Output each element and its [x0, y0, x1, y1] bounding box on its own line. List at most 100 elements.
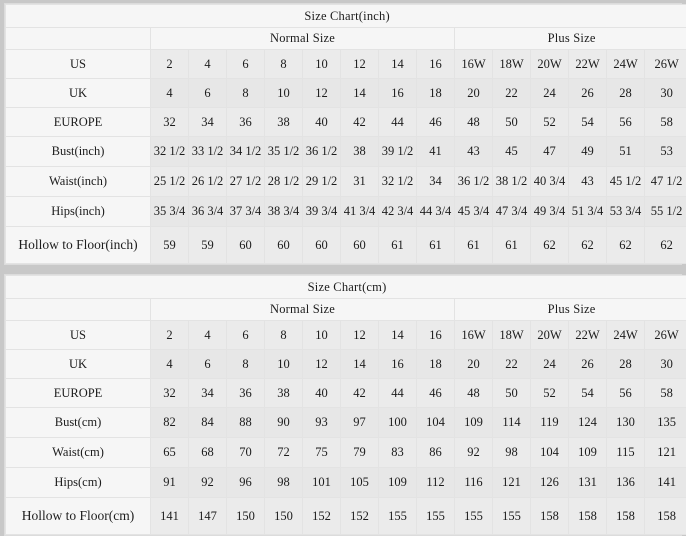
cell: 91	[151, 468, 189, 498]
cell: 60	[227, 227, 265, 264]
chart-title: Size Chart(cm)	[6, 276, 686, 299]
table-row-hollow-to-floor: Hollow to Floor(inch) 59 59 60 60 60 60 …	[6, 227, 686, 264]
cell: 141	[151, 498, 189, 535]
cell: 42	[341, 379, 379, 408]
group-header-normal-size: Normal Size	[151, 299, 455, 321]
row-label-waist: Waist(cm)	[6, 438, 151, 468]
size-chart-cm: Size Chart(cm) Normal Size Plus Size US …	[4, 274, 682, 536]
cell: 150	[265, 498, 303, 535]
row-label-hollow-to-floor: Hollow to Floor(inch)	[6, 227, 151, 264]
cell: 121	[645, 438, 686, 468]
cell: 34 1/2	[227, 137, 265, 167]
cell: 12	[303, 350, 341, 379]
cell: 54	[569, 379, 607, 408]
cell: 59	[151, 227, 189, 264]
cell: 8	[227, 79, 265, 108]
cell: 40	[303, 108, 341, 137]
cell: 51	[607, 137, 645, 167]
table-row-bust: Bust(inch) 32 1/2 33 1/2 34 1/2 35 1/2 3…	[6, 137, 686, 167]
cell: 141	[645, 468, 686, 498]
cell: 158	[645, 498, 686, 535]
cell: 92	[455, 438, 493, 468]
table-row-hips: Hips(cm) 91 92 96 98 101 105 109 112 116…	[6, 468, 686, 498]
cell: 8	[265, 321, 303, 350]
cell: 20W	[531, 50, 569, 79]
cell: 136	[607, 468, 645, 498]
cell: 46	[417, 379, 455, 408]
table-row-waist: Waist(inch) 25 1/2 26 1/2 27 1/2 28 1/2 …	[6, 167, 686, 197]
cell: 26W	[645, 321, 686, 350]
cell: 38	[265, 379, 303, 408]
cell: 38	[265, 108, 303, 137]
cell: 22W	[569, 50, 607, 79]
cell: 14	[341, 350, 379, 379]
cell: 20W	[531, 321, 569, 350]
cell: 16	[417, 50, 455, 79]
cell: 105	[341, 468, 379, 498]
cell: 18W	[493, 50, 531, 79]
cell: 55 1/2	[645, 197, 686, 227]
group-header-corner	[6, 299, 151, 321]
table-row-waist: Waist(cm) 65 68 70 72 75 79 83 86 92 98 …	[6, 438, 686, 468]
cell: 32 1/2	[151, 137, 189, 167]
cell: 36 1/2	[455, 167, 493, 197]
table-row-us: US 2 4 6 8 10 12 14 16 16W 18W 20W 22W 2…	[6, 50, 686, 79]
group-header-corner	[6, 28, 151, 50]
cell: 49 3/4	[531, 197, 569, 227]
cell: 44 3/4	[417, 197, 455, 227]
cell: 32 1/2	[379, 167, 417, 197]
cell: 32	[151, 379, 189, 408]
cell: 20	[455, 350, 493, 379]
cell: 34	[417, 167, 455, 197]
cell: 10	[303, 321, 341, 350]
cell: 39 1/2	[379, 137, 417, 167]
cell: 43	[455, 137, 493, 167]
cell: 16	[379, 79, 417, 108]
cell: 37 3/4	[227, 197, 265, 227]
cell: 82	[151, 408, 189, 438]
cell: 24	[531, 79, 569, 108]
cell: 12	[341, 50, 379, 79]
cell: 38 1/2	[493, 167, 531, 197]
cell: 28	[607, 79, 645, 108]
cell: 62	[607, 227, 645, 264]
cell: 28 1/2	[265, 167, 303, 197]
cell: 12	[303, 79, 341, 108]
cell: 59	[189, 227, 227, 264]
cell: 60	[303, 227, 341, 264]
row-label-hips: Hips(cm)	[6, 468, 151, 498]
cell: 41	[417, 137, 455, 167]
cell: 88	[227, 408, 265, 438]
cell: 61	[455, 227, 493, 264]
cell: 25 1/2	[151, 167, 189, 197]
table-row-us: US 2 4 6 8 10 12 14 16 16W 18W 20W 22W 2…	[6, 321, 686, 350]
cell: 30	[645, 79, 686, 108]
cell: 48	[455, 108, 493, 137]
cell: 6	[189, 79, 227, 108]
table-row-uk: UK 4 6 8 10 12 14 16 18 20 22 24 26 28 3…	[6, 79, 686, 108]
cell: 135	[645, 408, 686, 438]
cell: 43	[569, 167, 607, 197]
cell: 152	[341, 498, 379, 535]
cell: 101	[303, 468, 341, 498]
cell: 93	[303, 408, 341, 438]
cell: 109	[569, 438, 607, 468]
cell: 130	[607, 408, 645, 438]
cell: 26	[569, 79, 607, 108]
cell: 155	[379, 498, 417, 535]
cell: 4	[151, 79, 189, 108]
row-label-europe: EUROPE	[6, 108, 151, 137]
cell: 68	[189, 438, 227, 468]
cell: 86	[417, 438, 455, 468]
cell: 10	[265, 350, 303, 379]
cell: 16W	[455, 321, 493, 350]
cell: 39 3/4	[303, 197, 341, 227]
cell: 65	[151, 438, 189, 468]
cell: 47 1/2	[645, 167, 686, 197]
cell: 126	[531, 468, 569, 498]
cell: 44	[379, 379, 417, 408]
cell: 97	[341, 408, 379, 438]
chart-separator	[0, 265, 686, 274]
cell: 6	[227, 321, 265, 350]
